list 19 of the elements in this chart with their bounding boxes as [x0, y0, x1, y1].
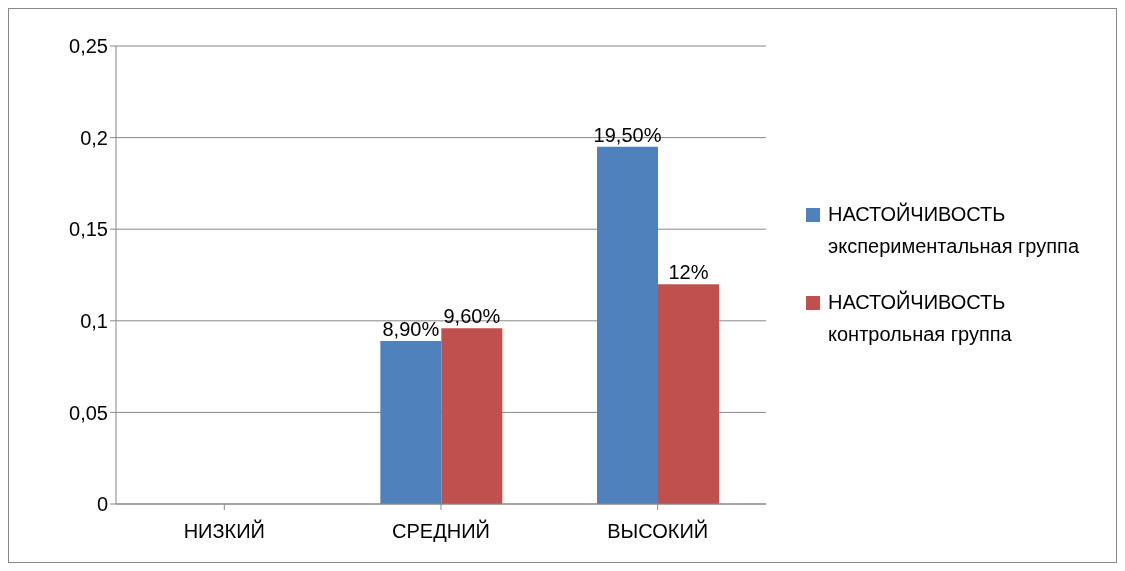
x-tick-label: СРЕДНИЙ: [392, 519, 490, 543]
y-tick-label: 0,25: [69, 35, 108, 58]
y-tick-label: 0,15: [69, 218, 108, 241]
y-tick-label: 0,1: [80, 309, 108, 332]
x-tick-label: НИЗКИЙ: [183, 519, 265, 543]
y-tick-label: 0,2: [80, 126, 108, 149]
x-tick-label: ВЫСОКИЙ: [607, 519, 709, 543]
data-label: 9,60%: [443, 305, 501, 328]
data-label: 8,90%: [382, 317, 440, 340]
legend-label: НАСТОЙЧИВОСТЬ контрольная группа: [828, 289, 1013, 347]
legend-label: НАСТОЙЧИВОСТЬ экспериментальная группа: [828, 201, 1081, 259]
bar: [658, 284, 719, 504]
bar: [441, 328, 503, 504]
data-label: 12%: [668, 261, 709, 284]
y-tick-label: 0: [96, 493, 108, 516]
data-label: 19,50%: [593, 123, 662, 146]
bar: [380, 340, 442, 504]
y-tick-label: 0,05: [69, 401, 108, 424]
bar: [597, 146, 658, 504]
